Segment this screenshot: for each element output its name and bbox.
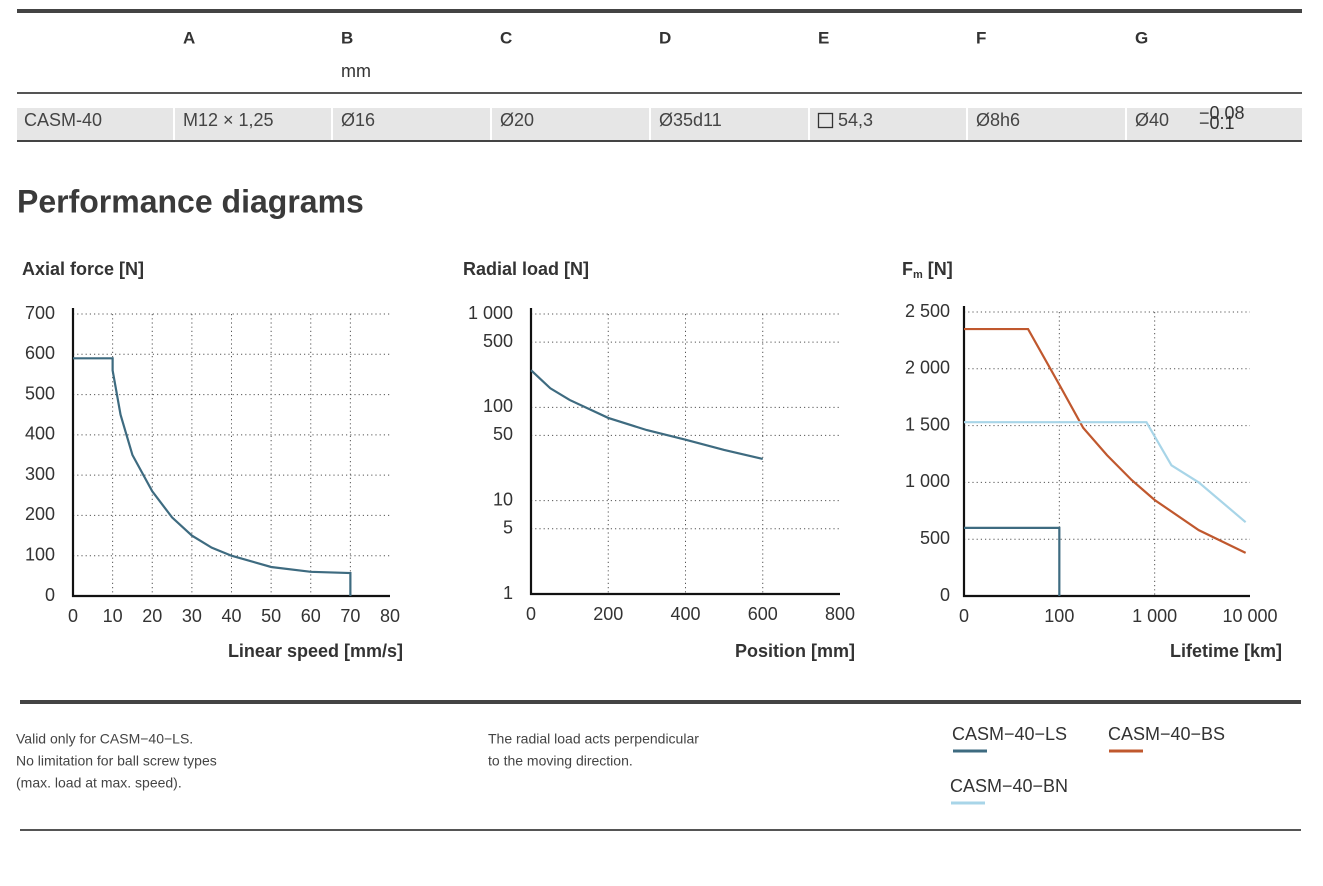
x-tick-label: 400 [670,604,700,624]
table-cell: Ø35d11 [659,110,722,130]
x-tick-label: 800 [825,604,855,624]
x-tick-label: 100 [1044,606,1074,626]
y-tick-label: 1 000 [468,303,513,323]
x-tick-label: 70 [340,606,360,626]
column-header: B [341,28,353,47]
table-cell: M12 × 1,25 [183,110,274,130]
square-icon [817,112,834,129]
x-tick-label: 600 [748,604,778,624]
y-tick-label: 0 [940,585,950,605]
y-tick-label: 2 500 [905,301,950,321]
x-axis-label: Lifetime [km] [1170,641,1282,661]
y-tick-label: 5 [503,518,513,538]
y-tick-label: 50 [493,424,513,444]
column-header: D [659,28,671,47]
y-tick-label: 300 [25,464,55,484]
chart-title: Radial load [N] [463,259,589,279]
table-cell: CASM-40 [24,110,102,130]
table-cell: Ø8h6 [976,110,1020,130]
y-tick-label: 2 000 [905,358,950,378]
y-tick-label: 600 [25,343,55,363]
x-axis-label: Linear speed [mm/s] [228,641,403,661]
legend-label: CASM−40−BS [1108,724,1225,744]
table-cell: Ø16 [341,110,375,130]
series-line [964,526,1061,596]
x-tick-label: 20 [142,606,162,626]
rule [17,9,1302,13]
table-cell: 54,3 [838,110,873,130]
x-tick-label: 10 [103,606,123,626]
y-tick-label: 500 [920,528,950,548]
note: Valid only for CASM−40−LS. [16,731,193,747]
y-tick-label: 200 [25,504,55,524]
rule [20,829,1301,831]
note: The radial load acts perpendicular [488,731,699,747]
column-header: F [976,28,986,47]
x-tick-label: 0 [959,606,969,626]
rule [17,140,1302,142]
note: (max. load at max. speed). [16,775,182,791]
y-tick-label: 500 [25,383,55,403]
x-tick-label: 30 [182,606,202,626]
series-line [964,327,1247,554]
y-tick-label: 100 [483,396,513,416]
y-tick-label: 1 000 [905,471,950,491]
title-main: F [902,259,913,279]
series-line [964,421,1247,523]
x-tick-label: 0 [68,606,78,626]
title-unit: [N] [928,259,953,279]
table-cell: Ø40 [1135,110,1169,130]
x-tick-label: 60 [301,606,321,626]
heading: Performance diagrams [17,183,364,219]
x-axis-label: Position [mm] [735,641,855,661]
x-tick-label: 50 [261,606,281,626]
y-tick-label: 10 [493,489,513,509]
column-header: C [500,28,512,47]
y-tick-label: 500 [483,331,513,351]
y-tick-label: 700 [25,303,55,323]
note: No limitation for ball screw types [16,753,217,769]
column-header: A [183,28,195,47]
tolerance: −0.1 [1199,113,1235,133]
table-cell: Ø20 [500,110,534,130]
series-line [73,357,352,596]
x-tick-label: 10 000 [1222,606,1277,626]
tolerance: −0.08 [1199,103,1245,123]
unit-label: mm [341,61,371,81]
y-tick-label: 1 500 [905,414,950,434]
x-tick-label: 200 [593,604,623,624]
y-tick-label: 400 [25,424,55,444]
chart-title: Fm [N] [902,259,953,281]
x-tick-label: 1 000 [1132,606,1177,626]
y-tick-label: 0 [45,585,55,605]
legend-label: CASM−40−LS [952,724,1067,744]
note: to the moving direction. [488,753,633,769]
rule [17,92,1302,94]
x-tick-label: 80 [380,606,400,626]
title-subscript: m [913,269,923,281]
row-background [17,108,1302,140]
column-header: G [1135,28,1148,47]
chart-title: Axial force [N] [22,259,144,279]
y-tick-label: 100 [25,544,55,564]
series-line [530,369,764,461]
y-tick-label: 1 [503,583,513,603]
x-tick-label: 0 [526,604,536,624]
column-header: E [818,28,829,47]
rule [20,700,1301,704]
legend-label: CASM−40−BN [950,776,1068,796]
x-tick-label: 40 [221,606,241,626]
